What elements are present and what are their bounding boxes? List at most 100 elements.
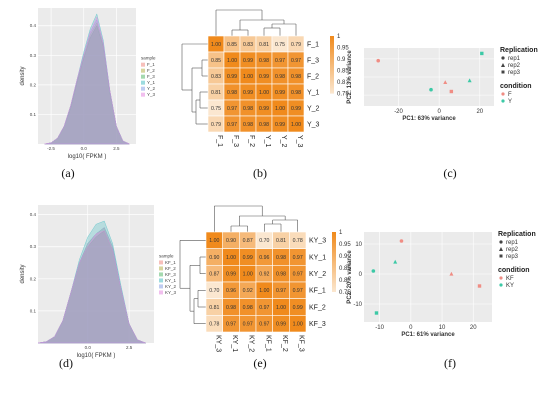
panel-d-x-axis-label: log10( FPKM ): [77, 353, 116, 359]
panel-f-replication-legend-label: rep2: [506, 247, 519, 253]
panel-a-xtick-label: 0.0: [81, 146, 88, 151]
panel-e-heatmap-cell: [289, 315, 307, 333]
panel-c-condition-legend-title: condition: [500, 83, 532, 90]
panel-e-row-label: KY_3: [309, 238, 326, 245]
panel-e-col-label: KF_3: [298, 335, 305, 352]
panel-d-legend-label: KY_3: [165, 290, 177, 295]
panel-a-ytick-label: 0.2: [30, 82, 37, 87]
panel-a-y-axis-label: density: [20, 66, 26, 85]
panel-a-legend-label: F_1: [147, 62, 155, 67]
panel-e-cell-value: 0.97: [259, 305, 269, 311]
panel-b-cell-value: 0.98: [291, 90, 301, 96]
panel-f-panel: -10 0 10 20 10 0 -10 PC1: 61% variance PC2: 20% …: [347, 231, 536, 338]
panel-b-cell-value: 0.83: [211, 74, 221, 80]
panel-e-legend-tick: 0.85: [339, 266, 351, 272]
panel-e-cell-value: 1.00: [293, 321, 303, 327]
panel-e-cell-value: 0.78: [209, 321, 219, 327]
panel-a-xtick-label: -2.5: [47, 146, 55, 151]
panel-f-xtick-label: 10: [439, 325, 446, 331]
panel-a-panel: 0.1 0.2 0.3 0.4 -2.5 0.0 2.5 log10( FPKM ) densi…: [20, 8, 156, 160]
panel-c-data-point: [443, 80, 448, 85]
panel-a-legend-label: Y_3: [147, 92, 156, 97]
caption-c: (c): [443, 166, 456, 180]
panel-e-legend-tick: 0.75: [339, 290, 351, 296]
panel-d-legend-swatch: [159, 290, 163, 295]
panel-b-cell-value: 0.98: [243, 122, 253, 128]
panel-b-legend-tick: 0.75: [337, 92, 349, 98]
panel-c-data-point: [467, 78, 472, 83]
panel-c-xtick-label: -20: [394, 109, 403, 115]
caption-b: (b): [253, 166, 267, 180]
panel-e-col-label: KY_1: [231, 335, 238, 352]
panel-c-condition-legend-label: F: [508, 92, 512, 98]
panel-f-x-axis-label: PC1: 61% variance: [401, 332, 455, 338]
panel-c-xtick-label: 20: [476, 109, 483, 115]
panel-f-condition-legend-key: [499, 276, 503, 280]
panel-a-legend-swatch: [141, 62, 145, 67]
panel-b-cell-value: 0.83: [243, 42, 253, 48]
panel-a-legend-swatch: [141, 80, 145, 85]
panel-a-legend-label: F_2: [147, 68, 155, 73]
panel-c-y-axis-label: PC2: 13% variance: [347, 50, 353, 104]
panel-e-panel: 1.00 0.90 0.87 0.70 0.81 0.780.90 1.00 0.99 0.96…: [179, 205, 351, 352]
panel-f-condition-legend-key: [499, 283, 503, 287]
panel-e-cell-value: 0.87: [243, 238, 253, 244]
panel-d-ytick-label: 0.3: [30, 244, 37, 249]
panel-f-y-axis-label: PC2: 20% variance: [347, 250, 353, 304]
panel-c-condition-legend-label: Y: [508, 99, 512, 105]
panel-f-ytick-label: -10: [353, 302, 362, 308]
panel-e-cell-value: 0.97: [293, 288, 303, 294]
panel-f-replication-legend-key: [499, 240, 503, 244]
panel-f-ytick-label: 0: [359, 272, 363, 278]
panel-b-cell-value: 0.99: [243, 58, 253, 64]
panel-e-cell-value: 0.97: [259, 321, 269, 327]
panel-f-data-point: [371, 269, 376, 273]
panel-f-replication-legend-key: [499, 254, 503, 258]
panel-e-cell-value: 0.97: [293, 255, 303, 261]
panel-e-cell-value: 1.00: [276, 305, 286, 311]
panel-b-row-label: Y_2: [307, 105, 320, 112]
panel-b-row-label: Y_1: [307, 89, 320, 96]
panel-a-density-area: [44, 16, 130, 145]
panel-b-cell-value: 0.85: [227, 42, 237, 48]
panel-b-cell-value: 0.79: [291, 42, 301, 48]
panel-f-data-point: [393, 259, 398, 264]
panel-b-cell-value: 0.98: [259, 122, 269, 128]
panel-b-cell-value: 1.00: [259, 90, 269, 96]
panel-c-panel: -20 0 20 PC1: 63% variance PC2: 13% variance…: [347, 47, 538, 122]
panel-c-replication-legend-label: rep1: [508, 56, 521, 62]
panel-e-cell-value: 0.87: [209, 271, 219, 277]
panel-d-legend-swatch: [159, 278, 163, 283]
panel-e-col-label: KY_2: [248, 335, 255, 352]
panel-b-cell-value: 0.99: [227, 74, 237, 80]
panel-f-data-point: [477, 284, 482, 288]
panel-e-row-label: KF_1: [309, 288, 326, 295]
panel-b-legend-tick: 1: [337, 34, 341, 40]
panel-b-cell-value: 1.00: [211, 42, 221, 48]
panel-a-x-axis-label: log10( FPKM ): [68, 154, 107, 160]
panel-b-panel: 1.00 0.85 0.83 0.81 0.75 0.790.85 1.00 0.99 0.98…: [181, 9, 349, 148]
panel-e-cell-value: 0.81: [276, 238, 286, 244]
panel-b-col-label: Y_2: [280, 135, 287, 148]
panel-b-cell-value: 0.97: [227, 106, 237, 112]
panel-f-xtick-label: -10: [375, 325, 384, 331]
panel-a-ytick-label: 0.3: [30, 53, 37, 58]
panel-b-col-label: F_2: [248, 135, 255, 147]
panel-e-cell-value: 1.00: [259, 288, 269, 294]
panel-e-cell-value: 0.92: [243, 288, 253, 294]
panel-e-cell-value: 0.97: [243, 321, 253, 327]
panel-d-legend-label: KY_2: [165, 284, 177, 289]
panel-e-legend-tick: 0.8: [339, 278, 348, 284]
panel-e-cell-value: 0.99: [293, 305, 303, 311]
panel-b-cell-value: 0.98: [259, 58, 269, 64]
panel-b-cell-value: 0.85: [211, 58, 221, 64]
panel-e-cell-value: 0.90: [209, 255, 219, 261]
panel-f-replication-legend-label: rep1: [506, 240, 519, 246]
panel-e-color-legend-bar: [332, 232, 336, 292]
panel-e-cell-value: 0.98: [243, 305, 253, 311]
panel-e-cell-value: 1.00: [243, 271, 253, 277]
panel-a-xtick-label: 2.5: [113, 146, 120, 151]
panel-c-data-point: [480, 51, 484, 56]
panel-d-ytick-label: 0.4: [30, 212, 37, 217]
panel-b-cell-value: 1.00: [243, 74, 253, 80]
